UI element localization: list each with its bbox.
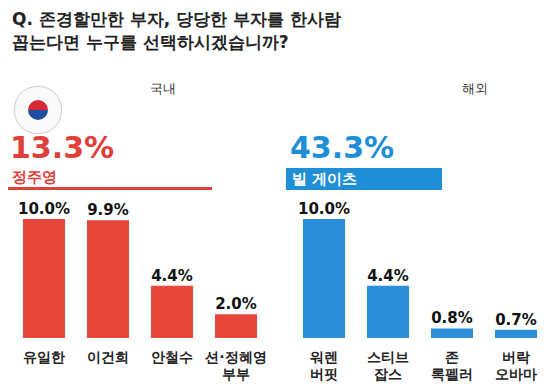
html-text:13.3%: 13.3% [10,130,115,165]
html-text:Q. 존경할만한 부자, 당당한 부자를 한사람 꼽는다면: Q. 존경할만한 부자, 당당한 부자를 한사람 꼽는다면 누구를 선택하시겠습… [12,9,341,52]
svg-text:존록펠러: 존록펠러 [431,349,473,382]
svg-text:워렌버핏: 워렌버핏 [310,349,338,382]
svg-text:10.0%: 10.0% [298,200,350,218]
html-text:43.3%: 43.3% [290,130,395,165]
html-text:해외: 해외 [462,81,488,96]
svg-text:스티브잡스: 스티브잡스 [367,349,409,382]
svg-text:이건희: 이건희 [87,349,129,365]
html-text:국내: 국내 [150,81,176,96]
svg-text:4.4%: 4.4% [367,267,409,285]
svg-text:0.8%: 0.8% [431,309,473,327]
svg-text:버락오바마: 버락오바마 [495,349,537,382]
svg-text:2.0%: 2.0% [215,295,257,313]
svg-text:0.7%: 0.7% [495,311,537,329]
svg-text:유일한: 유일한 [23,349,65,365]
svg-text:9.9%: 9.9% [87,201,129,219]
html-text:정주영: 정주영 [12,168,57,186]
svg-text:션·정혜영부부: 션·정혜영부부 [205,349,266,382]
html-text:빌 게이츠: 빌 게이츠 [292,170,358,188]
svg-text:안철수: 안철수 [151,349,193,365]
svg-text:10.0%: 10.0% [18,200,70,218]
svg-text:4.4%: 4.4% [151,267,193,285]
